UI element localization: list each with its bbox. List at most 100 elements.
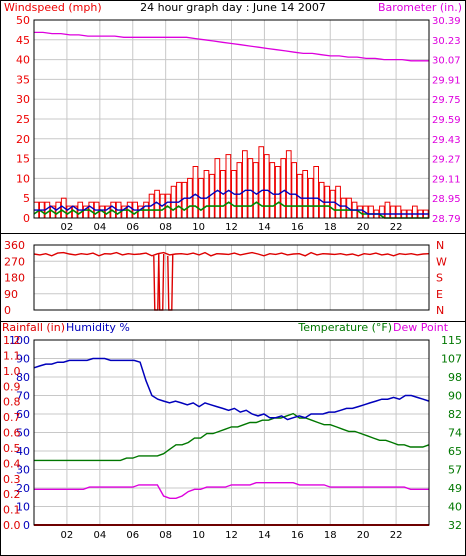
direction-degree-label: 90 [4, 288, 18, 301]
y-tick-label: 30 [16, 93, 30, 106]
x-tick-label: 04 [93, 530, 106, 541]
rain-tick-label: 0.8 [3, 396, 21, 409]
temperature-axis-label: Temperature (°F) [297, 321, 392, 334]
y2-tick-label: 30.07 [432, 56, 461, 67]
windspeed-axis-label: Windspeed (mph) [4, 1, 102, 14]
graph-title: 24 hour graph day : June 14 2007 [140, 1, 326, 14]
x-tick-label: 22 [390, 530, 403, 541]
wind-direction-line [33, 251, 430, 257]
direction-compass-label: N [436, 239, 444, 252]
x-tick-label: 16 [291, 530, 304, 541]
y2-tick-label: 29.27 [432, 155, 461, 166]
rain-tick-label: 0.1 [3, 504, 21, 517]
x-tick-label: 10 [192, 530, 205, 541]
temp-tick-label: 32 [448, 519, 462, 532]
rain-tick-label: 0.9 [3, 380, 21, 393]
x-tick-label: 22 [390, 222, 403, 233]
y2-tick-label: 28.79 [432, 214, 461, 225]
wind-baro-panel: 0 5 10 15 20 25 30 35 40 45 50 28.79 28.95 29.11 29.27… [16, 14, 461, 233]
direction-compass-label: S [436, 272, 443, 285]
humidity-tick-label: 40 [16, 445, 30, 458]
x-tick-label: 02 [61, 222, 74, 233]
rain-tick-label: 0.4 [3, 457, 21, 470]
y-tick-label: 50 [16, 14, 30, 27]
direction-compass-label: E [436, 288, 443, 301]
y-tick-label: 5 [23, 192, 30, 205]
plot-border [33, 244, 430, 311]
direction-degree-label: 360 [4, 239, 25, 252]
x-tick-label: 20 [357, 222, 370, 233]
x-tick-label: 12 [225, 222, 238, 233]
x-tick-label: 06 [126, 530, 139, 541]
humidity-line [33, 357, 430, 421]
rain-tick-label: 1.2 [3, 334, 21, 347]
x-tick-label: 10 [192, 222, 205, 233]
y-tick-label: 0 [23, 212, 30, 225]
direction-degree-label: 0 [4, 304, 11, 317]
temperature-line [34, 412, 430, 462]
y-tick-label: 20 [16, 133, 30, 146]
rain-tick-label: 1.0 [3, 365, 21, 378]
wind-speed-line [34, 189, 429, 215]
x-tick-label: 18 [324, 530, 337, 541]
dew-point-line [34, 482, 429, 499]
x-tick-label: 06 [126, 222, 139, 233]
humidity-tick-label: 80 [16, 371, 30, 384]
x-tick-label: 16 [291, 222, 304, 233]
rain-tick-label: 0.0 [3, 519, 21, 532]
dew-point-axis-label: Dew Point [393, 321, 449, 334]
humidity-tick-label: 50 [16, 427, 30, 440]
x-tick-label: 18 [324, 222, 337, 233]
y2-tick-label: 29.11 [432, 174, 461, 185]
temp-tick-label: 40 [448, 501, 462, 514]
barometer-line [34, 31, 429, 62]
temp-tick-label: 90 [448, 390, 462, 403]
temp-tick-label: 65 [448, 445, 462, 458]
y2-tick-label: 29.59 [432, 115, 461, 126]
direction-degree-label: 180 [4, 272, 25, 285]
y-tick-label: 35 [16, 73, 30, 86]
humidity-axis-label: Humidity % [66, 321, 130, 334]
y-tick-label: 40 [16, 54, 30, 67]
temp-tick-label: 49 [448, 482, 462, 495]
direction-degree-label: 270 [4, 255, 25, 268]
x-tick-label: 08 [159, 222, 172, 233]
direction-compass-label: N [436, 304, 444, 317]
plot-border [33, 19, 430, 219]
temp-tick-label: 98 [448, 371, 462, 384]
temp-tick-label: 57 [448, 464, 462, 477]
temp-tick-label: 107 [441, 353, 462, 366]
rain-humidity-temp-panel: 0 10 20 30 40 50 60 70 80 90 100 0.0 0.1 0.2 0.3 0.4 0.5… [3, 334, 462, 541]
x-tick-label: 20 [357, 530, 370, 541]
humidity-tick-label: 20 [16, 482, 30, 495]
rain-tick-label: 0.5 [3, 442, 21, 455]
barometer-axis-label: Barometer (in.) [378, 1, 462, 14]
y2-tick-label: 28.95 [432, 194, 461, 205]
x-tick-label: 04 [93, 222, 106, 233]
x-tick-label: 14 [258, 530, 271, 541]
y-tick-label: 15 [16, 153, 30, 166]
wind-direction-panel: 360 N 270 W 180 S 90 E 0 N [0, 233, 466, 322]
humidity-tick-label: 70 [16, 390, 30, 403]
humidity-tick-label: 10 [16, 501, 30, 514]
humidity-tick-label: 60 [16, 408, 30, 421]
x-tick-label: 14 [258, 222, 271, 233]
y2-tick-label: 30.23 [432, 36, 461, 47]
x-tick-label: 02 [61, 530, 74, 541]
temp-tick-label: 74 [448, 427, 462, 440]
y-tick-label: 25 [16, 113, 30, 126]
y-tick-label: 10 [16, 172, 30, 185]
rain-tick-label: 0.2 [3, 488, 21, 501]
y2-tick-label: 30.39 [432, 16, 461, 27]
rain-tick-label: 0.3 [3, 473, 21, 486]
rainfall-axis-label: Rainfall (in) [2, 321, 65, 334]
rain-tick-label: 0.7 [3, 411, 21, 424]
y2-tick-label: 29.75 [432, 95, 461, 106]
x-tick-label: 12 [225, 530, 238, 541]
y2-tick-label: 29.91 [432, 75, 461, 86]
rain-tick-label: 1.1 [3, 349, 21, 362]
direction-compass-label: W [436, 255, 447, 268]
y-tick-label: 45 [16, 34, 30, 47]
